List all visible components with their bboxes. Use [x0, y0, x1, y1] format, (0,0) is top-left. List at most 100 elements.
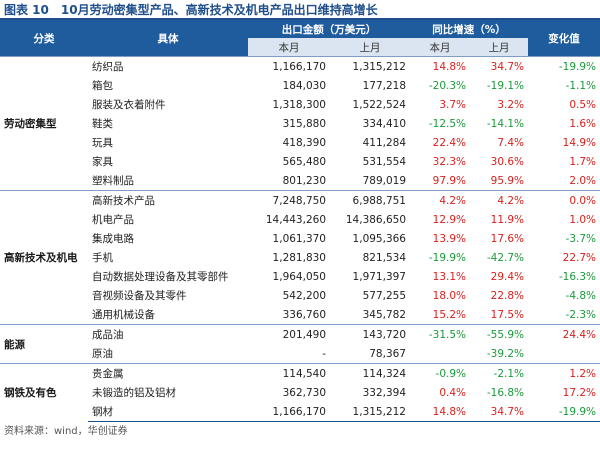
value-cell: -16.3% [558, 270, 596, 283]
item-cell: 自动数据处理设备及其零部件 [92, 271, 229, 283]
value-cell: 114,324 [330, 363, 410, 383]
value-cell [410, 344, 470, 364]
value-cell: 184,030 [282, 79, 326, 92]
item-cell: 箱包 [92, 80, 113, 92]
value-cell: -3.7% [565, 232, 596, 245]
value-cell: 34.7% [470, 56, 528, 76]
value-cell: -12.5% [428, 117, 466, 130]
value-cell: 411,284 [362, 136, 406, 149]
value-cell: 7,248,750 [248, 190, 330, 210]
value-cell: 18.0% [432, 289, 466, 302]
value-cell: 14.8% [410, 402, 470, 422]
item-cell: 贵金属 [88, 363, 248, 383]
group-cell: 劳动密集型 [0, 56, 88, 191]
value-cell: 3.7% [439, 98, 466, 111]
value-cell: 32.3% [432, 155, 466, 168]
subheader-row: 本月 上月 本月 上月 [0, 38, 600, 57]
item-cell: 高新技术产品 [88, 190, 248, 210]
value-cell: -4.8% [565, 289, 596, 302]
source: 资料来源：wind，华创证券 [4, 426, 128, 437]
value-cell: 15.2% [432, 308, 466, 321]
value-cell: 29.4% [490, 270, 524, 283]
table-row: 原油 - 78,367 -39.2% [0, 344, 600, 364]
table-row: 劳动密集型 纺织品 1,166,170 1,315,212 14.8% 34.7% -19.… [0, 56, 600, 191]
item-cell: 服装及衣着附件 [92, 99, 166, 111]
value-cell: -14.1% [486, 117, 524, 130]
item-cell: 原油 [92, 348, 113, 360]
table-row: 塑料制品 801,230 789,019 97.9% 95.9% 2.0% [0, 171, 600, 191]
value-cell: -42.7% [486, 251, 524, 264]
value-cell: 1,166,170 [248, 402, 330, 422]
value-cell: -19.9% [528, 56, 600, 76]
table-row: 未锻造的铝及铝材 362,730 332,394 0.4% -16.8% 17.2% [0, 383, 600, 402]
value-cell: 0.5% [569, 98, 596, 111]
value-cell: 577,255 [362, 289, 406, 302]
value-cell: -31.5% [410, 324, 470, 344]
subheader-cell: 上月 [330, 38, 410, 57]
header-cell: 出口金额（万美元） [248, 20, 410, 38]
table-row: 箱包 184,030 177,218 -20.3% -19.1% -1.1% [0, 76, 600, 95]
value-cell: 0.4% [439, 386, 466, 399]
item-cell: 机电产品 [92, 214, 134, 226]
value-cell: 34.7% [470, 402, 528, 422]
value-cell: -39.2% [486, 347, 524, 360]
table-row: 家具 565,480 531,554 32.3% 30.6% 1.7% [0, 152, 600, 171]
table-body: 劳动密集型 纺织品 1,166,170 1,315,212 14.8% 34.7% -19.… [0, 56, 600, 422]
table-row: 玩具 418,390 411,284 22.4% 7.4% 14.9% [0, 133, 600, 152]
value-cell: 17.6% [490, 232, 524, 245]
value-cell: 4.2% [470, 190, 528, 210]
value-cell: 22.7% [562, 251, 596, 264]
value-cell: 177,218 [362, 79, 406, 92]
value-cell: 1,971,397 [352, 270, 406, 283]
value-cell: 332,394 [362, 386, 406, 399]
value-cell: 801,230 [282, 174, 326, 187]
item-cell: 纺织品 [88, 56, 248, 76]
group-cell: 高新技术及机电 [0, 190, 88, 325]
item-cell: 家具 [92, 156, 113, 168]
value-cell: 1,166,170 [248, 56, 330, 76]
header-cell: 具体 [88, 20, 248, 57]
value-cell: 14,386,650 [345, 213, 406, 226]
value-cell: -55.9% [470, 324, 528, 344]
value-cell: 0.0% [528, 190, 600, 210]
value-cell: 1.2% [528, 363, 600, 383]
item-cell: 集成电路 [92, 233, 134, 245]
table-row: 钢材 1,166,170 1,315,212 14.8% 34.7% -19.9% [0, 402, 600, 422]
header-row: 分类 具体 出口金额（万美元） 同比增速（%） 变化值 [0, 20, 600, 57]
item-cell: 成品油 [88, 324, 248, 344]
value-cell: -2.3% [565, 308, 596, 321]
title: 图表 10 10月劳动密集型产品、高新技术及机电产品出口维持高增长 [0, 0, 600, 20]
value-cell: 11.9% [490, 213, 524, 226]
value-cell: 1,318,300 [272, 98, 326, 111]
value-cell: 13.9% [432, 232, 466, 245]
value-cell: -20.3% [428, 79, 466, 92]
value-cell: 345,782 [362, 308, 406, 321]
table-row: 钢铁及有色 贵金属 114,540 114,324 -0.9% -2.1% 1.2% [0, 363, 600, 422]
value-cell: 17.2% [562, 386, 596, 399]
group-cell: 钢铁及有色 [0, 363, 88, 422]
value-cell: -1.1% [565, 79, 596, 92]
table-row: 能源 成品油 201,490 143,720 -31.5% -55.9% 24.4% [0, 324, 600, 364]
table-row: 集成电路 1,061,370 1,095,366 13.9% 17.6% -3.7% [0, 229, 600, 248]
value-cell: 95.9% [490, 174, 524, 187]
value-cell: 14.9% [562, 136, 596, 149]
value-cell: 24.4% [528, 324, 600, 344]
value-cell: 30.6% [490, 155, 524, 168]
value-cell: 1,281,830 [272, 251, 326, 264]
group-cell: 能源 [0, 324, 88, 364]
value-cell: 97.9% [432, 174, 466, 187]
value-cell: 1.0% [569, 213, 596, 226]
value-cell: -2.1% [470, 363, 528, 383]
value-cell: 1,315,212 [330, 402, 410, 422]
header-cell: 变化值 [528, 20, 600, 57]
value-cell: 1.6% [569, 117, 596, 130]
item-cell: 未锻造的铝及铝材 [92, 387, 176, 399]
value-cell: 14.8% [410, 56, 470, 76]
value-cell: 114,540 [248, 363, 330, 383]
value-cell: 362,730 [282, 386, 326, 399]
subheader-cell: 本月 [410, 38, 470, 57]
item-cell: 通用机械设备 [92, 309, 155, 321]
value-cell: -19.9% [528, 402, 600, 422]
value-cell: 6,988,751 [330, 190, 410, 210]
